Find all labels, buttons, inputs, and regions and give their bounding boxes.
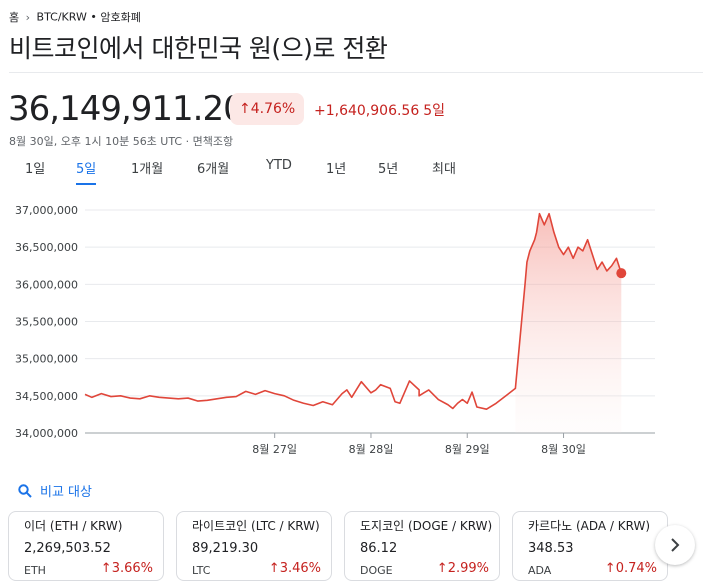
card-value: 89,219.30 [192,541,259,556]
arrow-up-icon: ↑ [239,101,251,117]
tab-5y[interactable]: 5년 [378,162,399,177]
compare-label: 비교 대상 [40,485,92,500]
breadcrumb: 홈 › BTC/KRW • 암호화폐 [9,9,141,25]
card-change: ↑2.99% [437,561,489,576]
page-title: 비트코인에서 대한민국 원(으)로 전환 [9,34,388,63]
tab-1m[interactable]: 1개월 [131,162,164,177]
compare-card-ltc[interactable]: 라이트코인 (LTC / KRW) 89,219.30 LTC ↑3.46% [176,511,332,581]
series-area [515,213,622,433]
arrow-up-icon: ↑ [268,561,280,576]
last-point-marker [616,268,627,279]
series-line [84,212,623,411]
tab-1y[interactable]: 1년 [326,162,347,177]
chevron-right-icon: › [25,10,31,24]
y-tick-label: 34,500,000 [15,390,78,403]
card-name: 이더 (ETH / KRW) [24,519,123,533]
arrow-up-icon: ↑ [100,561,112,576]
tab-1d[interactable]: 1일 [25,162,46,177]
breadcrumb-home[interactable]: 홈 [9,11,20,24]
compare-card-eth[interactable]: 이더 (ETH / KRW) 2,269,503.52 ETH ↑3.66% [8,511,164,581]
timestamp-disclaimer[interactable]: 8월 30일, 오후 1시 10분 56초 UTC · 면책조항 [9,135,234,148]
change-absolute: +1,640,906.56 5일 [314,100,445,120]
card-name: 라이트코인 (LTC / KRW) [192,519,320,533]
compare-section-header[interactable]: 비교 대상 [18,481,92,502]
change-absolute-value: +1,640,906.56 [314,103,420,119]
chevron-right-icon [671,538,680,552]
arrow-up-icon: ↑ [436,561,448,576]
x-tick-label: 8월 30일 [541,442,586,456]
card-name: 도지코인 (DOGE / KRW) [360,519,493,533]
card-change-value: 2.99% [447,561,489,576]
card-change-value: 0.74% [615,561,657,576]
y-tick-label: 37,000,000 [15,204,78,217]
divider [9,72,703,73]
card-symbol: DOGE [360,564,393,577]
card-value: 2,269,503.52 [24,541,111,556]
card-change-value: 3.66% [111,561,153,576]
card-change: ↑0.74% [605,561,657,576]
breadcrumb-dot: • [90,10,97,24]
card-change-value: 3.46% [279,561,321,576]
x-tick-label: 8월 29일 [445,442,490,456]
tab-max[interactable]: 최대 [432,162,456,177]
card-symbol: ETH [24,564,46,577]
card-symbol: ADA [528,564,552,577]
compare-card-doge[interactable]: 도지코인 (DOGE / KRW) 86.12 DOGE ↑2.99% [344,511,500,581]
card-symbol: LTC [192,564,211,577]
tab-6m[interactable]: 6개월 [197,162,230,177]
compare-card-ada[interactable]: 카르다노 (ADA / KRW) 348.53 ADA ↑0.74% [512,511,668,581]
change-percent: 4.76% [250,101,296,117]
card-name: 카르다노 (ADA / KRW) [528,519,651,533]
change-percent-badge: ↑4.76% [230,93,305,125]
card-value: 348.53 [528,541,574,556]
y-tick-label: 36,500,000 [15,241,78,254]
tab-5d[interactable]: 5일 [76,158,97,185]
card-change: ↑3.66% [101,561,153,576]
y-tick-label: 34,000,000 [15,427,78,440]
change-period: 5일 [423,103,446,119]
card-value: 86.12 [360,541,398,556]
arrow-up-icon: ↑ [604,561,616,576]
x-tick-label: 8월 27일 [252,442,297,456]
breadcrumb-category[interactable]: 암호화폐 [100,11,141,24]
price-chart[interactable]: 37,000,000 36,500,000 36,000,000 35,500,000… [0,195,703,465]
next-cards-button[interactable] [655,525,695,565]
card-change: ↑3.46% [269,561,321,576]
y-tick-label: 35,500,000 [15,316,78,329]
y-tick-label: 35,000,000 [15,353,78,366]
breadcrumb-pair[interactable]: BTC/KRW [36,10,87,24]
search-icon [18,483,32,502]
y-tick-label: 36,000,000 [15,278,78,291]
current-price: 36,149,911.20 [8,89,245,129]
tab-ytd[interactable]: YTD [266,158,292,173]
x-tick-label: 8월 28일 [349,442,394,456]
